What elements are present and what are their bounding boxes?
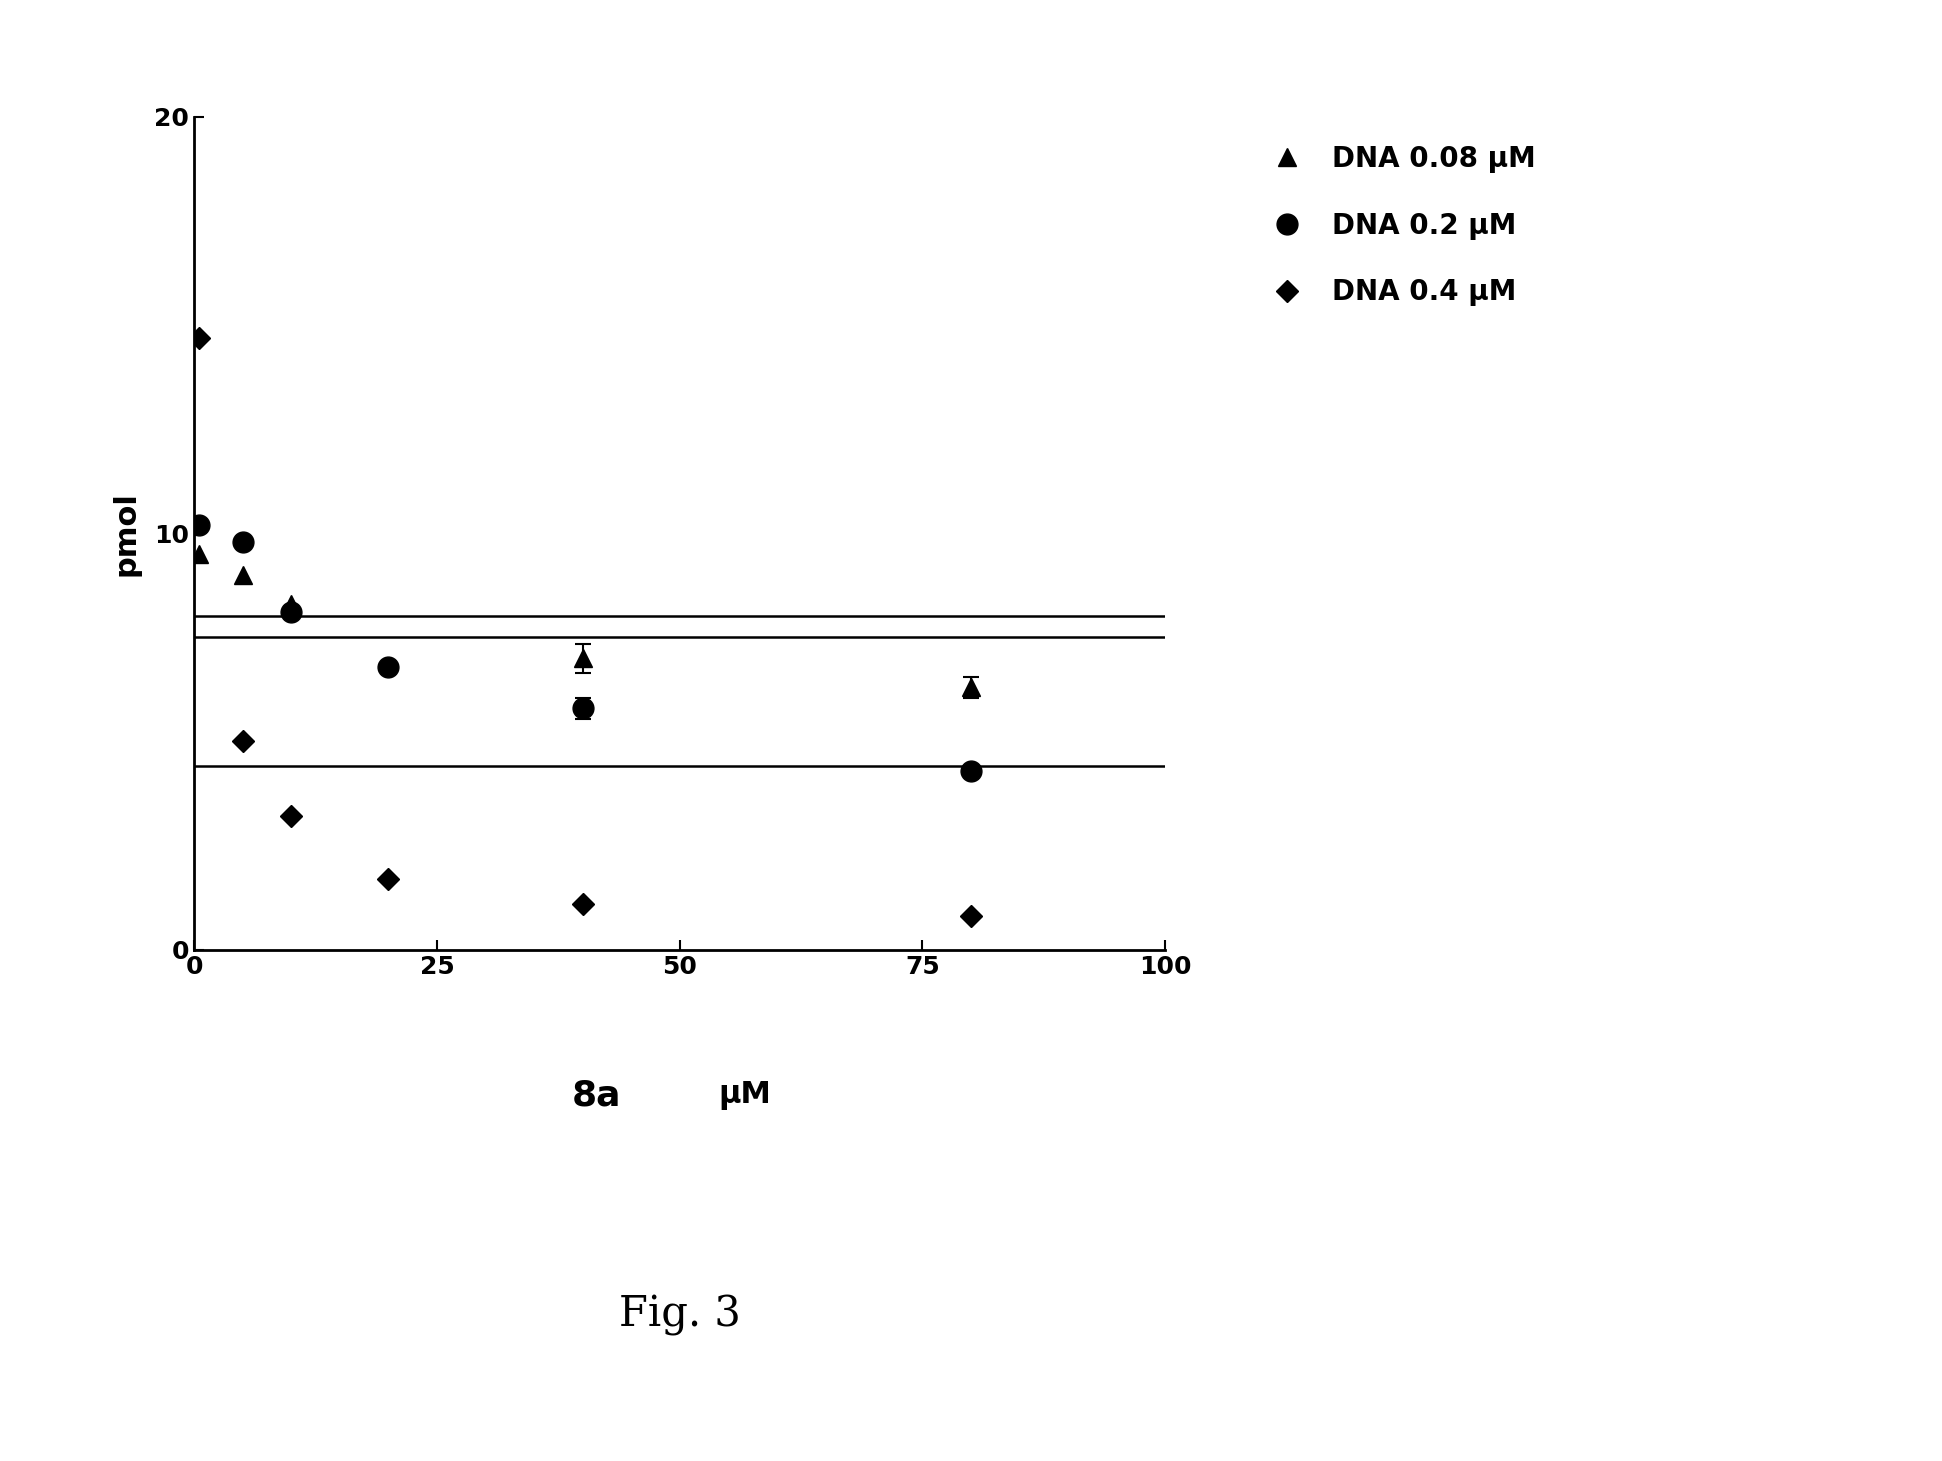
- DNA 0.4 μM: [231, 733, 254, 751]
- DNA 0.4 μM: [377, 871, 400, 888]
- DNA 0.4 μM: [280, 808, 303, 825]
- DNA 0.08 μM: [959, 678, 983, 695]
- Text: μM: μM: [719, 1081, 771, 1110]
- DNA 0.08 μM: [186, 545, 212, 562]
- Line: DNA 0.4 μM: DNA 0.4 μM: [192, 330, 979, 923]
- Line: DNA 0.2 μM: DNA 0.2 μM: [188, 514, 981, 782]
- DNA 0.2 μM: [231, 533, 254, 551]
- DNA 0.4 μM: [571, 896, 594, 913]
- DNA 0.4 μM: [959, 907, 983, 925]
- Y-axis label: pmol: pmol: [111, 491, 140, 576]
- DNA 0.2 μM: [959, 761, 983, 779]
- DNA 0.4 μM: [186, 329, 212, 346]
- DNA 0.2 μM: [280, 603, 303, 621]
- DNA 0.2 μM: [186, 516, 212, 533]
- Text: 8a: 8a: [573, 1078, 621, 1113]
- DNA 0.08 μM: [280, 595, 303, 612]
- Line: DNA 0.08 μM: DNA 0.08 μM: [190, 545, 981, 697]
- DNA 0.08 μM: [231, 565, 254, 583]
- DNA 0.2 μM: [377, 657, 400, 675]
- DNA 0.08 μM: [571, 649, 594, 666]
- DNA 0.2 μM: [571, 700, 594, 717]
- Text: Fig. 3: Fig. 3: [619, 1294, 740, 1335]
- Legend: DNA 0.08 μM, DNA 0.2 μM, DNA 0.4 μM: DNA 0.08 μM, DNA 0.2 μM, DNA 0.4 μM: [1256, 131, 1550, 320]
